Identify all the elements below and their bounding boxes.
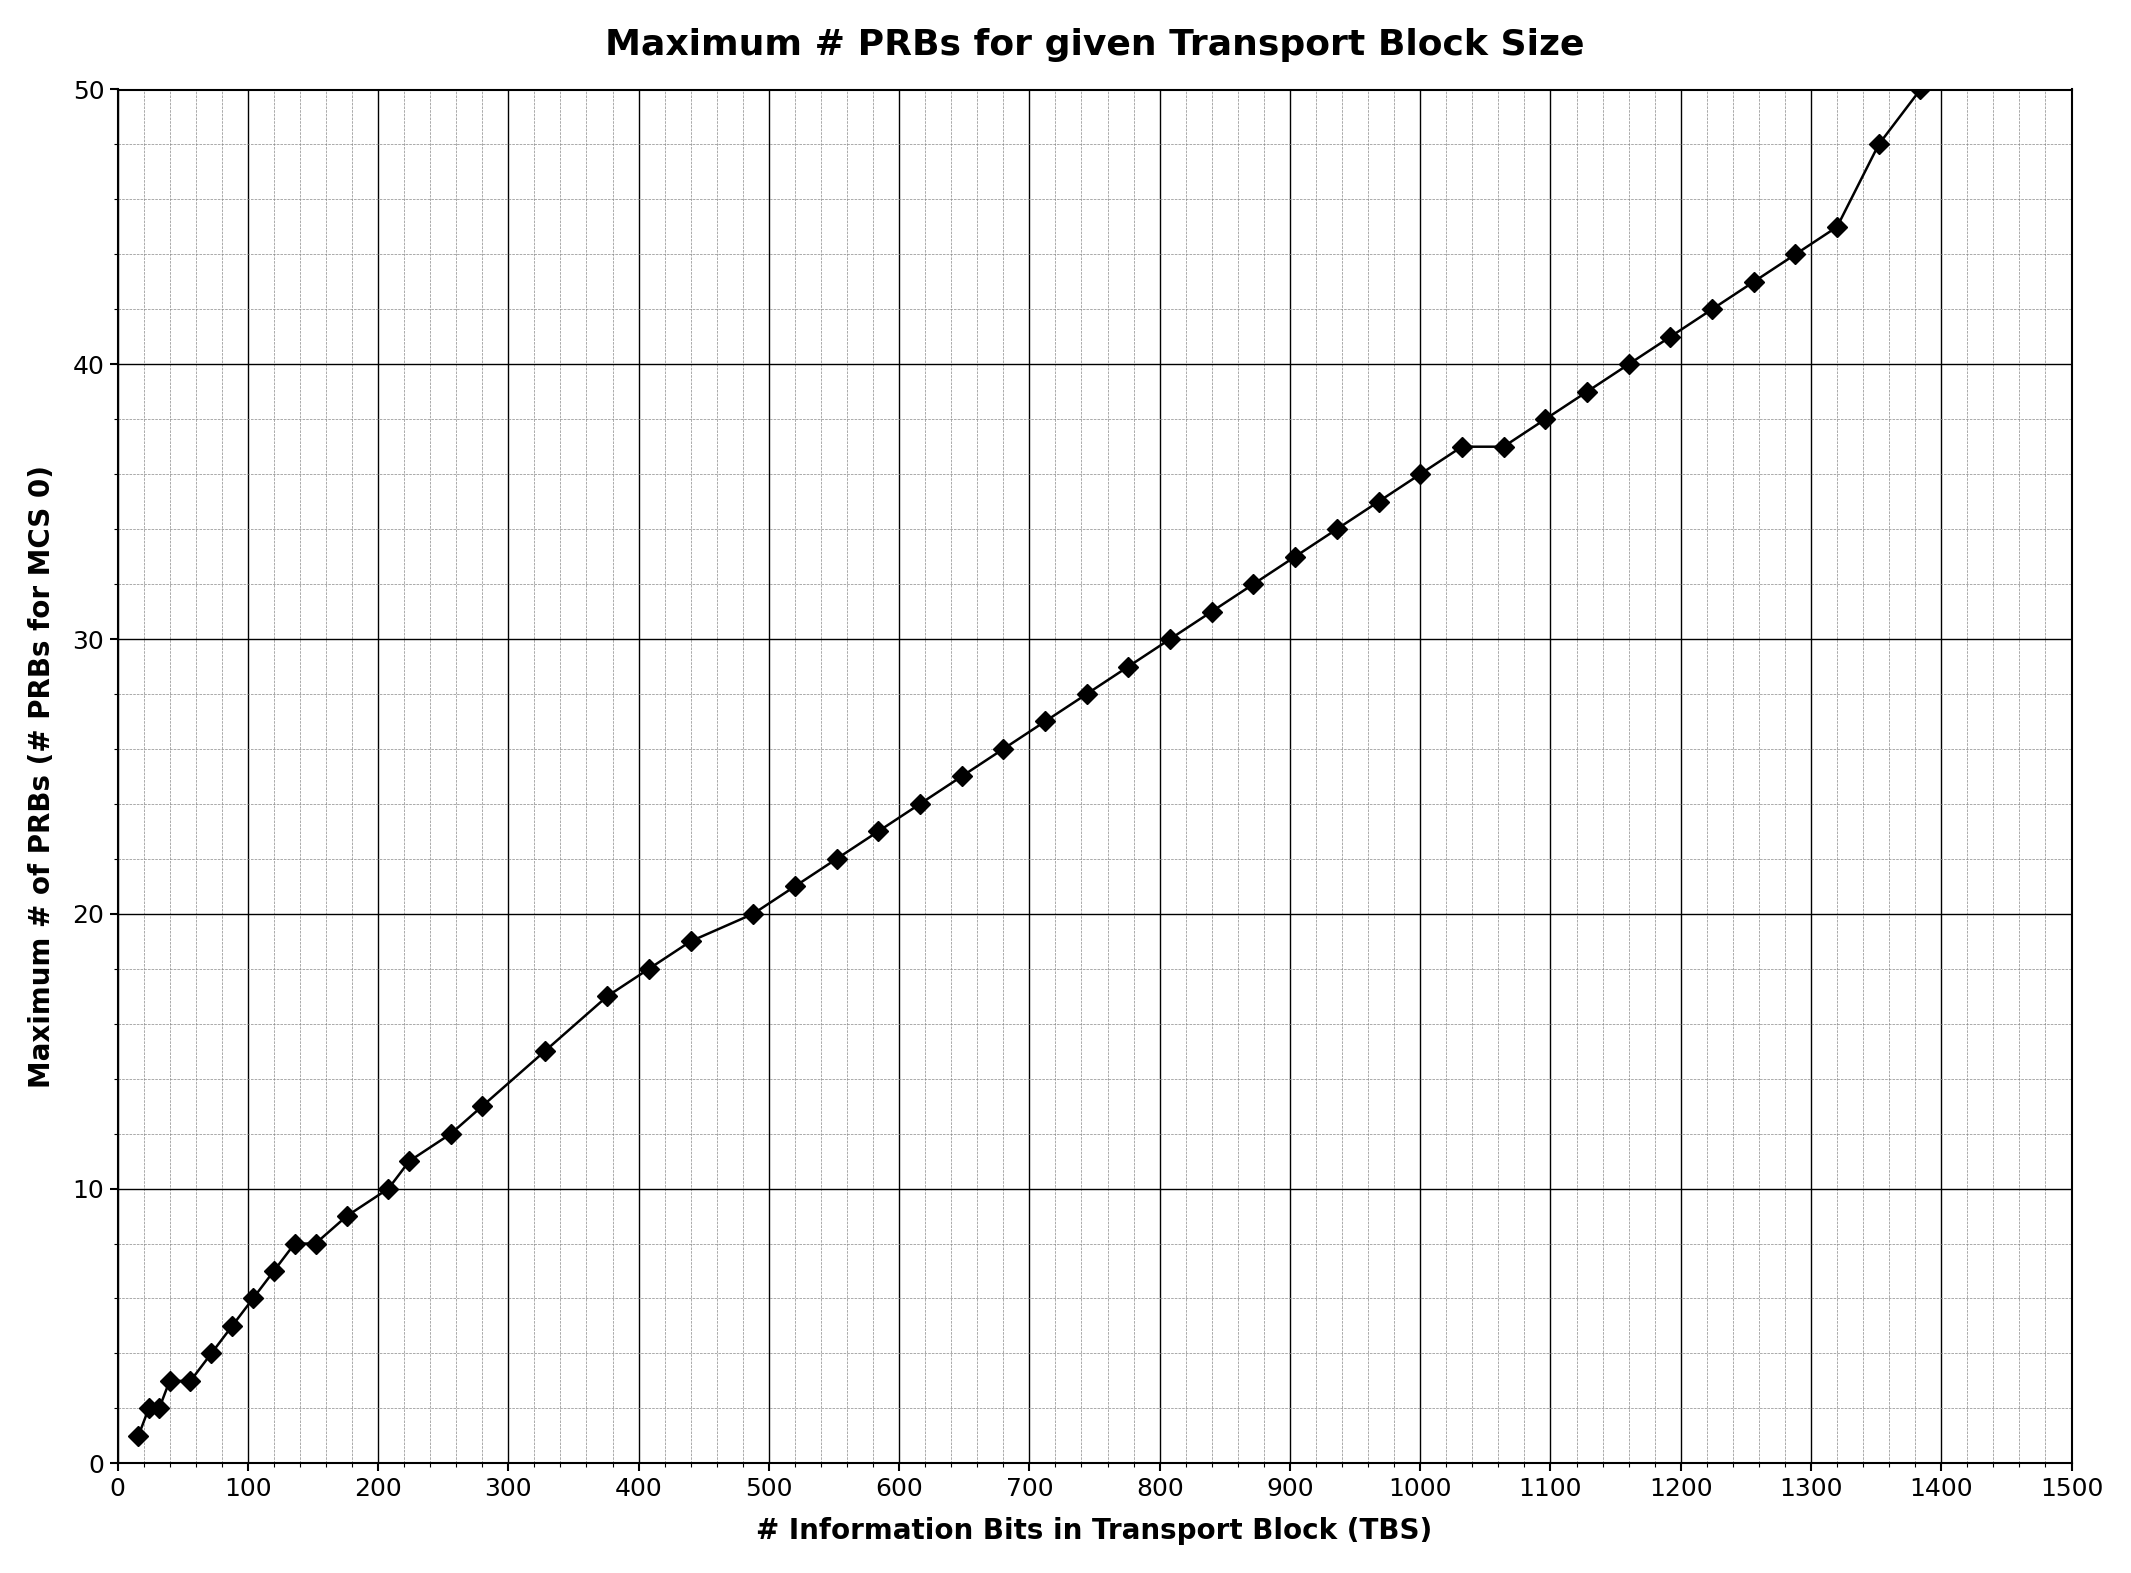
Title: Maximum # PRBs for given Transport Block Size: Maximum # PRBs for given Transport Block… — [605, 28, 1583, 61]
X-axis label: # Information Bits in Transport Block (TBS): # Information Bits in Transport Block (T… — [757, 1518, 1432, 1545]
Y-axis label: Maximum # of PRBs (# PRBs for MCS 0): Maximum # of PRBs (# PRBs for MCS 0) — [28, 466, 55, 1089]
